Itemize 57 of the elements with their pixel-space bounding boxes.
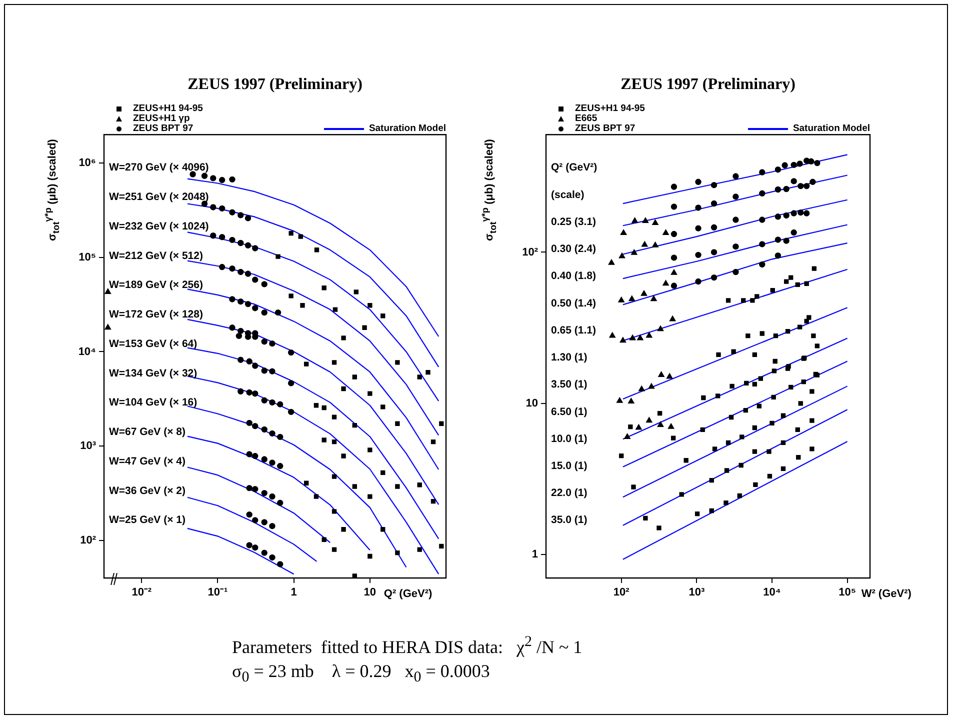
x-tick-label: 10⁻²: [132, 586, 152, 599]
legend-label: ZEUS BPT 97: [575, 122, 636, 134]
x-tick-label: 10³: [688, 586, 705, 599]
annotation: 22.0 (1): [551, 487, 588, 500]
annotation: W=270 GeV (× 4096): [109, 162, 209, 174]
annotation: W=134 GeV (× 32): [109, 367, 198, 380]
annotation: W=251 GeV (× 2048): [109, 191, 209, 204]
annotation: 6.50 (1): [551, 406, 588, 418]
annotation: W=36 GeV (× 2): [109, 484, 186, 497]
annotation: W=104 GeV (× 16): [109, 396, 198, 409]
annotation: 3.50 (1): [551, 378, 588, 391]
annotation: 35.0 (1): [551, 514, 588, 526]
y-tick-label: 10⁵: [78, 251, 96, 264]
legend-label: Saturation Model: [368, 122, 446, 134]
y-tick-label: 10²: [522, 246, 538, 258]
annotation: W=189 GeV (× 256): [109, 279, 203, 292]
annotation: W=212 GeV (× 512): [109, 250, 203, 262]
annotation: W=25 GeV (× 1): [109, 514, 186, 526]
x-axis-title: W² (GeV²): [861, 588, 912, 600]
y-tick-label: 10²: [80, 534, 96, 546]
annotation: W=153 GeV (× 64): [109, 338, 198, 350]
legend-label: ZEUS BPT 97: [133, 122, 194, 134]
annotation: (scale): [551, 188, 584, 201]
y-tick-label: 10⁴: [78, 346, 96, 358]
x-tick-label: 10⁴: [763, 586, 781, 599]
annotation: 10.0 (1): [551, 432, 588, 445]
legend-label: ZEUS+H1 γp: [133, 112, 190, 124]
y-tick-label: 1: [532, 548, 538, 561]
x-tick-label: 10²: [613, 586, 630, 599]
legend-label: E665: [575, 112, 598, 124]
y-tick-label: 10³: [80, 440, 96, 452]
x-tick-label: 10⁵: [838, 586, 856, 599]
x-tick-label: 10: [364, 586, 376, 599]
chart-title: ZEUS 1997 (Preliminary): [186, 76, 364, 94]
annotation: 1.30 (1): [551, 352, 588, 364]
text: Parameters fitted to HERA DIS data: χ$^{2}$ /N ~ 1: [232, 634, 582, 657]
annotation: 0.65 (1.1): [551, 324, 596, 336]
text: σ$_{0}$ = 23 mb λ = 0.29 x$_{0}$ = 0.0003: [232, 661, 490, 686]
annotation: W=67 GeV (× 8): [109, 426, 186, 438]
annotation: 0.25 (3.1): [551, 216, 596, 228]
annotation: W=172 GeV (× 128): [109, 308, 203, 321]
annotation: W=47 GeV (× 4): [109, 456, 186, 468]
x-axis-title: Q² (GeV²): [384, 588, 432, 600]
y-tick-label: 10⁶: [78, 157, 96, 170]
annotation: 15.0 (1): [551, 460, 588, 472]
legend-label: Saturation Model: [792, 122, 870, 134]
annotation: 0.50 (1.4): [551, 297, 596, 310]
annotation: W=232 GeV (× 1024): [109, 220, 209, 232]
x-tick-label: 1: [290, 586, 297, 599]
annotation: 0.40 (1.8): [551, 270, 596, 282]
annotation: Q² (GeV²): [551, 162, 598, 174]
y-tick-label: 10: [526, 397, 538, 410]
legend-label: ZEUS+H1 94-95: [133, 102, 203, 114]
x-tick-label: 10⁻¹: [208, 586, 228, 599]
annotation: 0.30 (2.4): [551, 243, 596, 256]
legend-label: ZEUS+H1 94-95: [575, 102, 645, 114]
chart-title: ZEUS 1997 (Preliminary): [620, 76, 796, 94]
